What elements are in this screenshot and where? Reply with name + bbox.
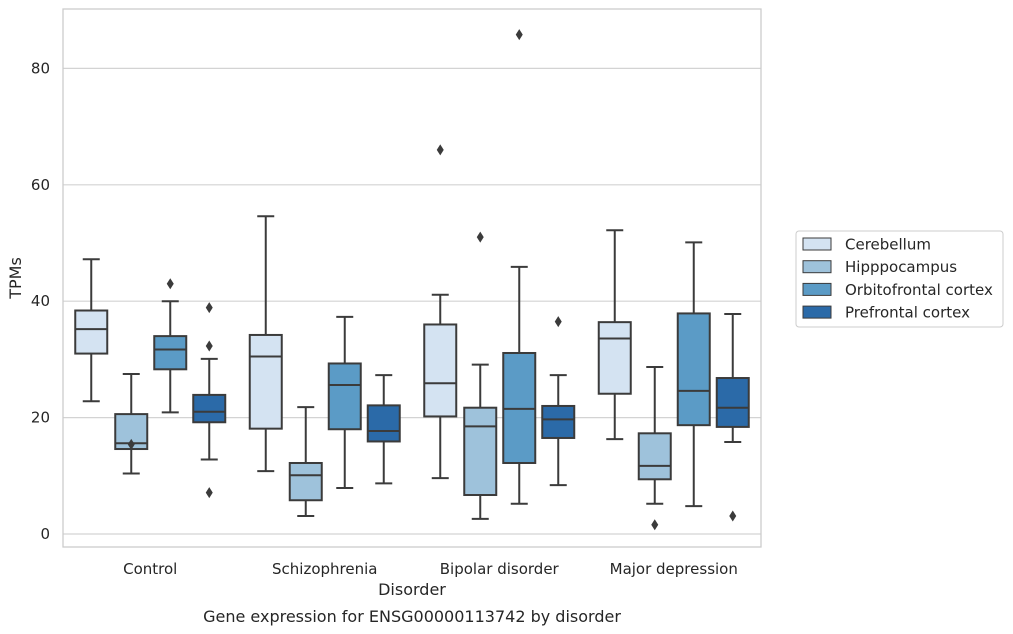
x-tick-label: Bipolar disorder xyxy=(440,560,560,578)
box-iqr xyxy=(192,393,227,424)
box-iqr xyxy=(366,404,401,443)
legend-swatch xyxy=(802,260,832,274)
x-tick-labels: Control Schizophrenia Bipolar disorder Majo… xyxy=(123,560,738,578)
y-tick-label: 40 xyxy=(31,292,50,310)
y-tick-label: 0 xyxy=(40,525,50,543)
box-iqr xyxy=(288,461,323,502)
box-plots xyxy=(74,29,750,531)
plot-frame xyxy=(62,8,762,548)
box-plot xyxy=(715,313,750,522)
outlier-point xyxy=(554,316,562,328)
box-plot xyxy=(463,231,498,520)
legend-frame xyxy=(795,230,1004,328)
legend-entry-label: Orbitofrontal cortex xyxy=(845,281,993,299)
box-plot xyxy=(502,29,537,505)
box-iqr xyxy=(676,312,711,427)
legend-entry-label: Prefrontal cortex xyxy=(845,304,970,322)
x-tick-label: Schizophrenia xyxy=(272,560,377,578)
box-plot xyxy=(114,372,149,475)
box-iqr xyxy=(153,335,188,371)
legend-swatch xyxy=(802,237,832,251)
box-plot xyxy=(288,406,323,517)
legend-swatch xyxy=(802,282,832,296)
box-plot xyxy=(541,316,576,487)
outlier-point xyxy=(205,302,213,314)
box-iqr xyxy=(463,406,498,497)
outlier-point xyxy=(651,519,659,531)
box-plot xyxy=(366,374,401,485)
box-iqr xyxy=(423,323,458,418)
y-tick-label: 60 xyxy=(31,176,50,194)
y-tick-label: 20 xyxy=(31,409,50,427)
box-plot xyxy=(423,144,458,480)
outlier-point xyxy=(476,231,484,243)
box-iqr xyxy=(637,432,672,481)
grid-lines xyxy=(63,67,761,535)
box-plot xyxy=(192,302,227,499)
outlier-point xyxy=(515,29,523,41)
box-plot xyxy=(637,365,672,531)
outlier-point xyxy=(166,278,174,290)
box-plot xyxy=(327,315,362,490)
box-plot xyxy=(597,229,632,441)
outlier-point xyxy=(205,487,213,499)
outlier-point xyxy=(436,144,444,156)
x-axis-label: Disorder xyxy=(378,580,446,599)
chart-title: Gene expression for ENSG00000113742 by d… xyxy=(203,607,621,626)
box-iqr xyxy=(541,404,576,439)
box-iqr xyxy=(597,321,632,395)
x-tick-label: Control xyxy=(123,560,177,578)
y-axis-label: TPMs xyxy=(6,257,25,300)
box-iqr xyxy=(74,309,109,355)
outlier-point xyxy=(729,510,737,522)
box-plot xyxy=(74,258,109,403)
y-tick-labels: 0 20 40 60 80 xyxy=(31,59,50,543)
legend-swatch xyxy=(802,305,832,319)
outlier-point xyxy=(205,340,213,352)
x-tick-label: Major depression xyxy=(610,560,738,578)
box-plot xyxy=(676,241,711,508)
box-iqr xyxy=(248,333,283,430)
legend-entry-label: Hipppocampus xyxy=(845,258,957,276)
box-plot xyxy=(248,215,283,473)
legend-entry-label: Cerebellum xyxy=(845,236,931,254)
box-plot xyxy=(153,278,188,414)
y-tick-label: 80 xyxy=(31,59,50,77)
box-iqr xyxy=(327,362,362,431)
legend: Cerebellum Hipppocampus Orbitofrontal cort… xyxy=(795,230,1004,328)
box-iqr xyxy=(715,377,750,428)
outlier-point xyxy=(127,438,135,450)
